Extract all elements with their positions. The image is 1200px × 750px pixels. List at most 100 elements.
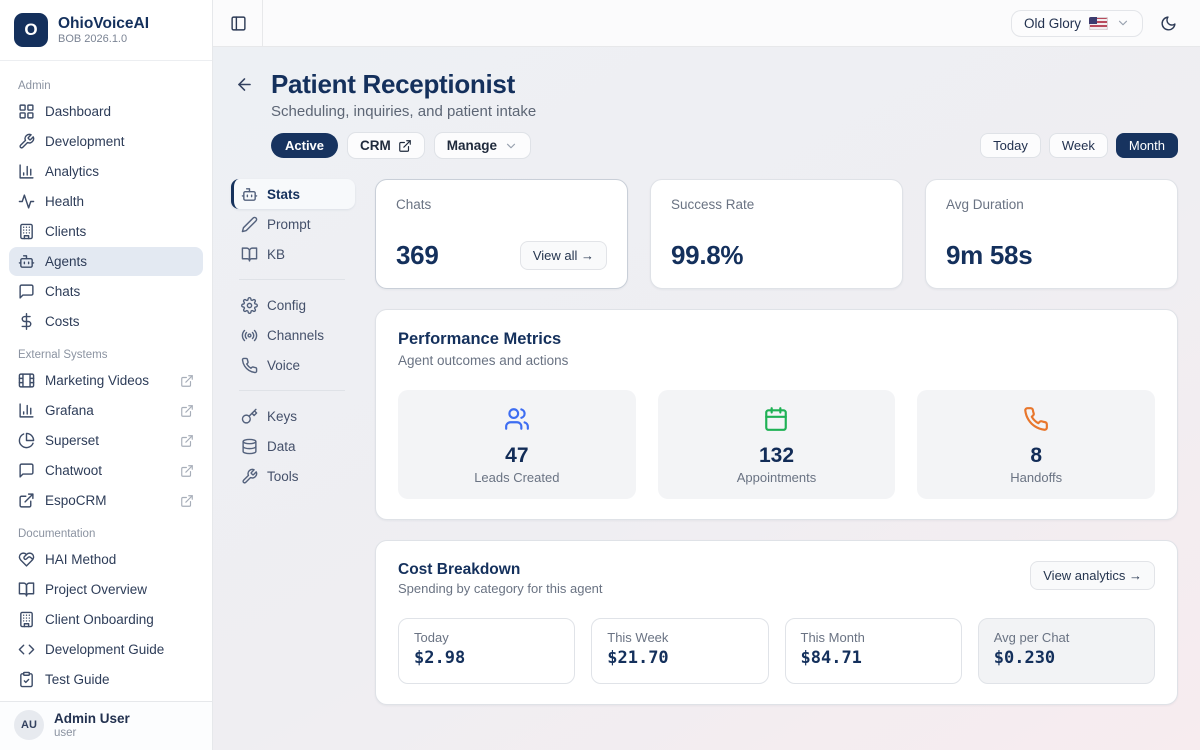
subnav-item-keys[interactable]: Keys (231, 401, 355, 431)
section-label-external-systems: External Systems (18, 349, 108, 361)
sidebar-nav: Admin Dashboard Development Analytics He… (0, 61, 212, 701)
range-button-today[interactable]: Today (980, 133, 1041, 158)
back-button[interactable] (231, 71, 258, 99)
sidebar-item-development-guide[interactable]: Development Guide (9, 635, 203, 664)
gear-icon (241, 296, 258, 314)
stat-card-success-rate: Success Rate 99.8% (650, 179, 903, 289)
sidebar-item-development[interactable]: Development (9, 127, 203, 156)
agent-subnav: Stats Prompt KB Config (231, 179, 355, 705)
book-open-icon (241, 246, 258, 262)
crm-button[interactable]: CRM (347, 132, 425, 159)
subnav-item-label: Config (267, 297, 307, 313)
persona-selector-button[interactable]: Old Glory (1010, 9, 1143, 37)
stat-label: Avg Duration (946, 197, 1024, 212)
cost-value: $21.70 (607, 648, 669, 668)
sidebar-item-costs[interactable]: Costs (9, 307, 203, 336)
sidebar-item-clients[interactable]: Clients (9, 217, 203, 246)
cost-subtitle: Spending by category for this agent (398, 581, 603, 596)
subnav-item-voice[interactable]: Voice (231, 350, 355, 380)
manage-button[interactable]: Manage (433, 132, 532, 159)
sidebar-item-superset[interactable]: Superset (9, 426, 203, 455)
subnav-item-stats[interactable]: Stats (231, 179, 355, 209)
sidebar-item-analytics[interactable]: Analytics (9, 157, 203, 186)
subnav-item-kb[interactable]: KB (231, 239, 355, 269)
sidebar-item-chatwoot[interactable]: Chatwoot (9, 456, 203, 485)
sidebar-item-marketing-videos[interactable]: Marketing Videos (9, 366, 203, 395)
metric-tile-handoffs: 8 Handoffs (917, 390, 1155, 499)
section-label-admin: Admin (18, 80, 51, 92)
cost-tile-avg-per-chat: Avg per Chat $0.230 (977, 618, 1155, 684)
subnav-item-label: Voice (267, 357, 301, 373)
brand-logo: O (14, 13, 48, 47)
message-square-icon (19, 284, 34, 299)
metric-value: 8 (1030, 444, 1042, 467)
subnav-item-label: Keys (267, 408, 298, 424)
film-icon (18, 373, 35, 388)
us-flag-icon (1089, 16, 1108, 30)
external-link-icon (181, 374, 193, 387)
metric-tiles-row: 47 Leads Created 132 Appointments 8 (398, 390, 1155, 499)
view-analytics-button[interactable]: View analytics → (1030, 561, 1155, 590)
view-all-button[interactable]: View all → (519, 241, 607, 270)
metric-label: Handoffs (1010, 470, 1063, 485)
sidebar-item-label: Chats (45, 284, 81, 299)
dollar-sign-icon (21, 313, 32, 330)
bar-chart-icon (19, 164, 34, 179)
subnav-item-label: Tools (267, 468, 299, 484)
sidebar-item-project-overview[interactable]: Project Overview (9, 575, 203, 604)
sidebar-item-label: Grafana (45, 403, 94, 418)
content-row: Stats Prompt KB Config (231, 179, 1178, 705)
cost-tile-this-week: This Week $21.70 (591, 618, 769, 684)
radio-icon (241, 329, 258, 341)
sidebar-item-chats[interactable]: Chats (9, 277, 203, 306)
cost-tiles-row: Today $2.98 This Week $21.70 This Month … (398, 618, 1155, 684)
sidebar-item-dashboard[interactable]: Dashboard (9, 97, 203, 126)
moon-icon (1161, 15, 1176, 30)
sidebar-item-health[interactable]: Health (9, 187, 203, 216)
bar-chart-icon (19, 403, 34, 418)
database-icon (242, 438, 257, 454)
sidebar-item-label: Development (45, 134, 125, 149)
sidebar-item-label: Client Onboarding (45, 612, 154, 627)
dashboard-grid-icon (19, 104, 34, 119)
subnav-item-data[interactable]: Data (231, 431, 355, 461)
persona-label: Old Glory (1023, 15, 1081, 31)
range-button-month[interactable]: Month (1115, 133, 1178, 158)
main-column: Old Glory Patient Receptionist Schedulin… (213, 0, 1200, 750)
brand-logo-letter: O (24, 20, 38, 39)
theme-toggle-button[interactable] (1155, 10, 1182, 37)
sidebar-item-agents[interactable]: Agents (9, 247, 203, 276)
page-subtitle: Scheduling, inquiries, and patient intak… (271, 103, 537, 120)
page-header-main: Patient Receptionist Scheduling, inquiri… (271, 69, 1178, 159)
user-menu[interactable]: AU Admin User user (0, 701, 212, 750)
external-link-icon (181, 494, 193, 507)
stat-card-avg-duration: Avg Duration 9m 58s (925, 179, 1178, 289)
user-name: Admin User (54, 710, 130, 726)
stat-value-row: 369 View all → (396, 240, 607, 271)
agent-detail-page: Patient Receptionist Scheduling, inquiri… (213, 47, 1200, 750)
sidebar-item-label: Development Guide (45, 642, 165, 657)
sidebar-item-client-onboarding[interactable]: Client Onboarding (9, 605, 203, 634)
subnav-divider (239, 279, 345, 280)
sidebar-item-hai-method[interactable]: HAI Method (9, 545, 203, 574)
stat-value: 9m 58s (946, 240, 1033, 270)
subnav-item-channels[interactable]: Channels (231, 320, 355, 350)
cost-value: $0.230 (993, 648, 1056, 668)
range-button-week[interactable]: Week (1048, 133, 1108, 158)
subnav-item-label: Data (267, 438, 296, 454)
stat-card-chats: Chats 369 View all → (375, 179, 628, 289)
subnav-item-tools[interactable]: Tools (231, 461, 355, 491)
header-actions-row: Active CRM Manage Today Week Month (271, 132, 1178, 159)
arrow-left-icon (238, 78, 251, 91)
cost-label: This Week (607, 630, 669, 645)
avatar-initials: AU (21, 719, 37, 731)
sidebar-toggle-button[interactable] (225, 10, 252, 37)
sidebar-item-test-guide[interactable]: Test Guide (9, 665, 203, 694)
sidebar-item-espocrm[interactable]: EspoCRM (9, 486, 203, 515)
heart-handshake-icon (18, 552, 35, 567)
subnav-item-config[interactable]: Config (231, 290, 355, 320)
subnav-item-prompt[interactable]: Prompt (231, 209, 355, 239)
sidebar-item-grafana[interactable]: Grafana (9, 396, 203, 425)
bot-icon (241, 187, 258, 201)
status-badge[interactable]: Active (271, 133, 339, 158)
